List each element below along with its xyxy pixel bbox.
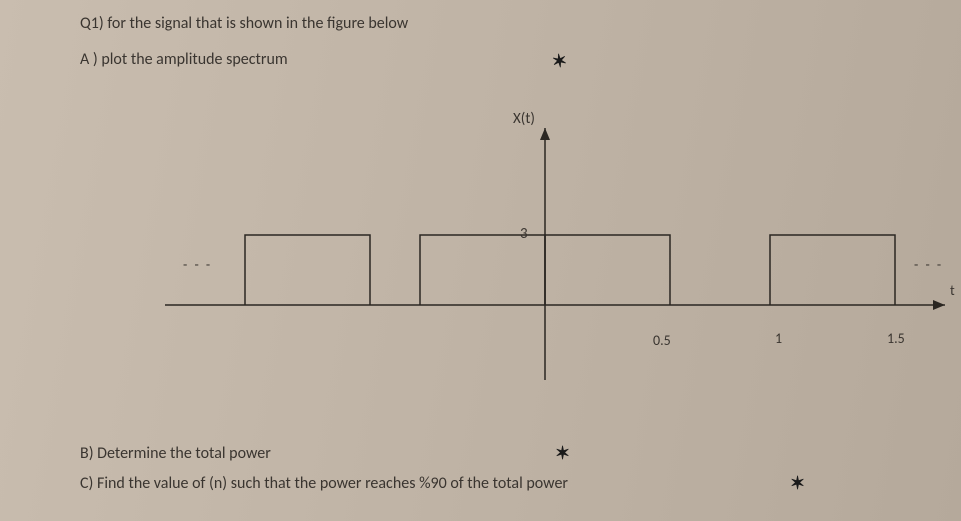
x-axis-arrow — [933, 300, 945, 310]
t-axis-label: t — [950, 282, 955, 299]
x-tick-1: 1 — [775, 330, 782, 347]
x-tick-0p5: 0.5 — [653, 332, 671, 349]
y-axis-label: X(t) — [513, 110, 535, 128]
pulse — [420, 235, 545, 305]
x-tick-1p5: 1.5 — [887, 330, 905, 347]
pulse — [245, 235, 370, 305]
y-axis-arrow — [540, 128, 550, 140]
pulse — [770, 235, 895, 305]
right-ellipsis: - - - — [914, 256, 943, 273]
signal-figure — [0, 0, 961, 521]
pulse — [545, 235, 670, 305]
left-ellipsis: - - - — [183, 256, 212, 273]
y-tick-3: 3 — [520, 225, 528, 243]
